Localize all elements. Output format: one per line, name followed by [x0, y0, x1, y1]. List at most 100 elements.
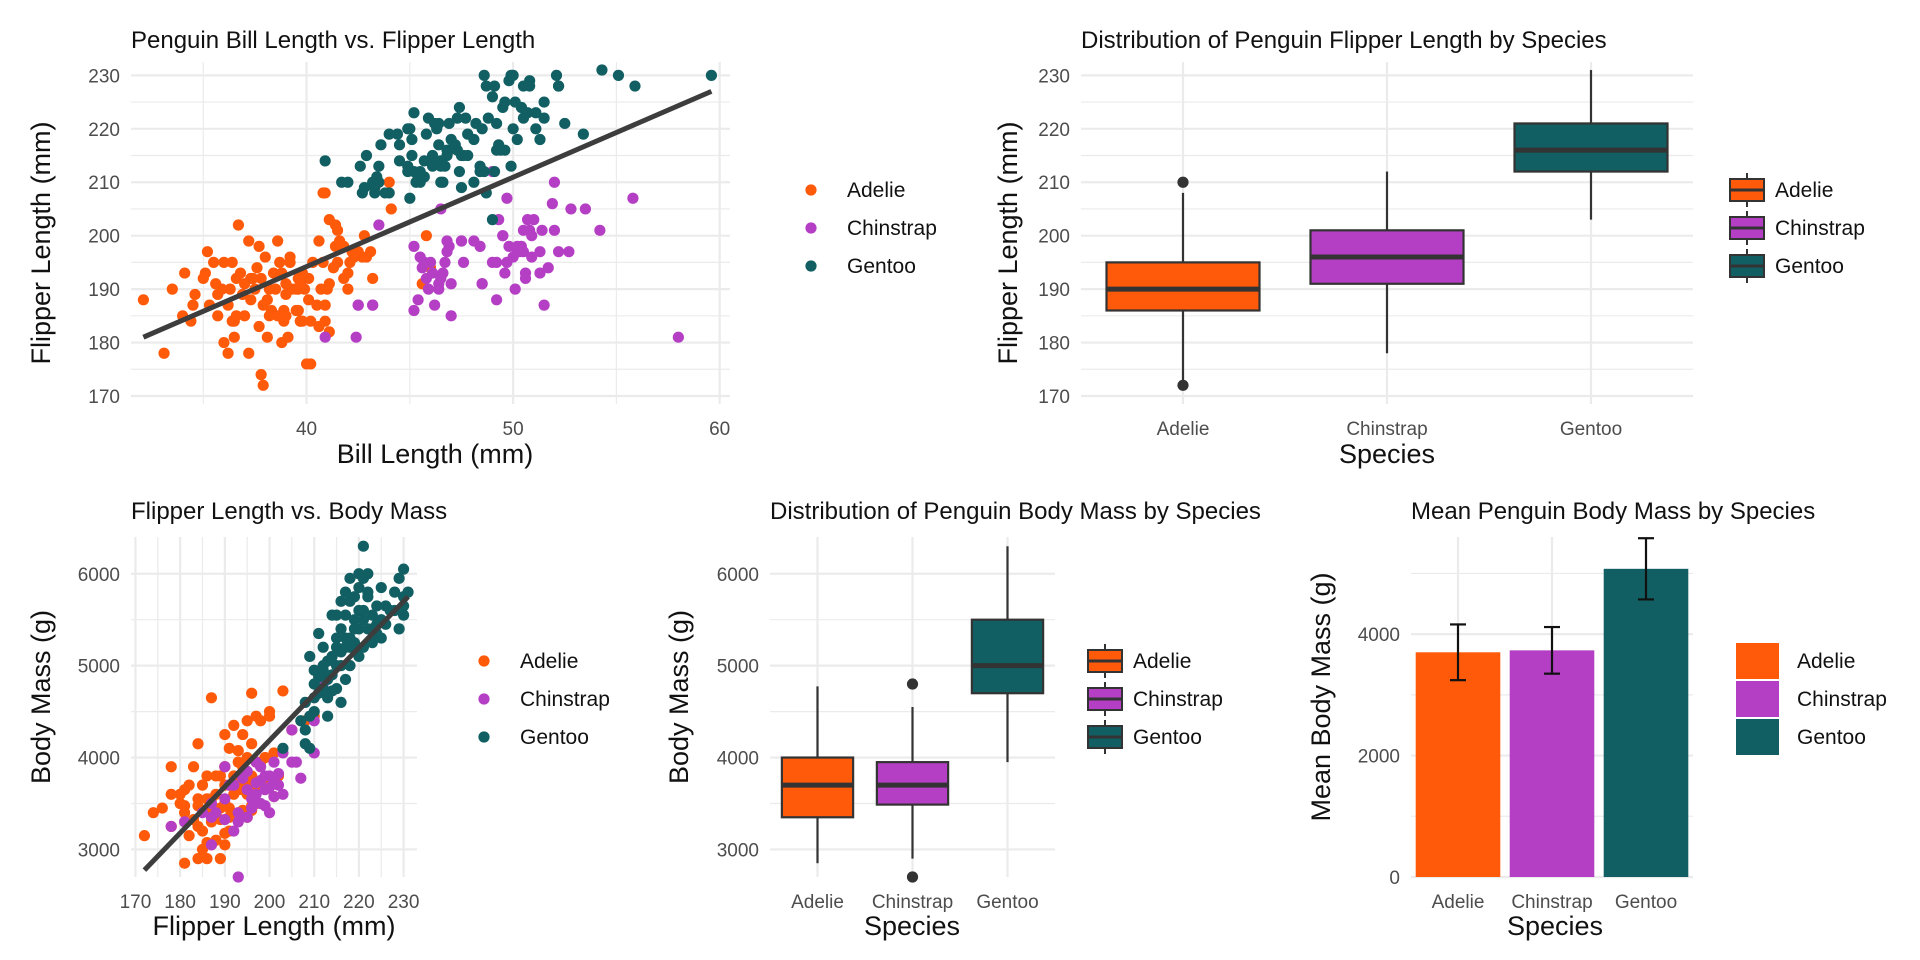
bar-gentoo	[1603, 568, 1689, 877]
data-point-adelie	[222, 347, 234, 359]
data-point-adelie	[156, 802, 168, 814]
x-tick-label: 220	[343, 892, 375, 913]
y-tick-label: 230	[88, 66, 120, 87]
legend-label: Chinstrap	[847, 217, 937, 240]
data-point-gentoo	[406, 133, 418, 146]
y-tick-label: 4000	[1358, 625, 1400, 646]
x-tick-label: Adelie	[1157, 419, 1210, 440]
data-point-adelie	[196, 779, 209, 791]
data-point-adelie	[201, 246, 214, 258]
data-point-gentoo	[577, 128, 589, 140]
data-point-adelie	[253, 320, 265, 333]
data-point-adelie	[219, 827, 231, 839]
data-point-chinstrap	[511, 246, 523, 258]
data-point-adelie	[305, 315, 317, 327]
data-point-chinstrap	[254, 761, 267, 773]
data-point-gentoo	[482, 112, 494, 124]
data-point-adelie	[147, 807, 159, 819]
data-point-adelie	[243, 235, 255, 247]
data-point-adelie	[269, 283, 282, 295]
data-point-gentoo	[453, 165, 466, 178]
data-point-adelie	[367, 272, 379, 285]
panel-title: Distribution of Penguin Flipper Length b…	[1081, 27, 1607, 54]
data-point-gentoo	[277, 742, 289, 754]
panel-title: Penguin Bill Length vs. Flipper Length	[131, 27, 535, 54]
data-point-adelie	[201, 853, 213, 865]
x-tick-label: 190	[209, 892, 241, 913]
y-tick-label: 4000	[78, 749, 120, 770]
data-point-adelie	[254, 715, 267, 727]
trend-line	[142, 594, 410, 872]
data-point-chinstrap	[232, 871, 244, 883]
data-point-gentoo	[375, 632, 387, 644]
y-tick-label: 220	[1038, 120, 1070, 141]
data-point-adelie	[165, 761, 177, 773]
panel-flipper-vs-mass: Flipper Length vs. Body Mass 3000 4000 500…	[26, 498, 610, 941]
data-point-adelie	[245, 294, 257, 306]
data-point-gentoo	[435, 155, 447, 167]
outlier-point	[1177, 176, 1189, 188]
x-tick-label: 40	[296, 419, 317, 440]
data-point-adelie	[278, 304, 290, 317]
data-point-adelie	[212, 310, 224, 322]
data-point-chinstrap	[241, 784, 253, 796]
data-point-chinstrap	[579, 203, 592, 215]
data-point-adelie	[246, 738, 258, 750]
data-point-gentoo	[348, 614, 361, 626]
data-point-gentoo	[335, 696, 347, 709]
data-point-gentoo	[488, 80, 501, 92]
y-axis-label: Flipper Length (mm)	[993, 121, 1023, 364]
data-point-adelie	[138, 830, 151, 842]
x-axis-label: Species	[864, 911, 960, 941]
data-point-gentoo	[437, 176, 449, 188]
data-point-gentoo	[505, 69, 517, 81]
x-axis-label: Flipper Length (mm)	[152, 911, 395, 941]
x-tick-label: 170	[120, 892, 152, 913]
panel-title: Mean Penguin Body Mass by Species	[1411, 498, 1815, 525]
data-point-chinstrap	[350, 331, 362, 343]
data-point-adelie	[230, 310, 242, 322]
data-point-adelie	[214, 853, 226, 865]
data-point-gentoo	[362, 591, 374, 603]
legend-key-gentoo	[805, 260, 817, 272]
data-point-gentoo	[339, 586, 352, 598]
data-point-gentoo	[443, 117, 455, 130]
data-point-adelie	[383, 176, 395, 188]
y-tick-label: 180	[88, 334, 120, 355]
data-point-adelie	[294, 315, 306, 327]
data-point-chinstrap	[474, 240, 486, 252]
data-point-adelie	[259, 251, 271, 263]
data-point-gentoo	[357, 614, 369, 626]
data-point-chinstrap	[455, 235, 468, 247]
data-point-gentoo	[375, 581, 387, 594]
data-point-adelie	[218, 256, 230, 268]
data-point-gentoo	[317, 641, 329, 653]
y-tick-label: 5000	[78, 657, 120, 678]
x-axis-label: Bill Length (mm)	[337, 439, 534, 469]
data-point-gentoo	[342, 176, 354, 188]
data-point-chinstrap	[497, 230, 509, 242]
data-point-adelie	[385, 203, 397, 215]
data-point-adelie	[234, 267, 247, 279]
data-point-adelie	[228, 331, 240, 343]
data-point-adelie	[237, 728, 249, 741]
data-point-gentoo	[373, 176, 385, 188]
data-point-gentoo	[402, 123, 414, 135]
y-tick-label: 210	[1038, 173, 1070, 194]
legend-key-gentoo	[1736, 719, 1779, 755]
data-point-chinstrap	[219, 761, 231, 773]
data-point-gentoo	[397, 563, 410, 575]
data-point-chinstrap	[352, 299, 364, 311]
x-tick-label: Adelie	[1432, 892, 1485, 913]
data-point-chinstrap	[441, 246, 453, 258]
box-gentoo	[1513, 122, 1669, 173]
data-point-gentoo	[511, 133, 523, 146]
data-point-gentoo	[354, 160, 366, 172]
y-tick-label: 200	[88, 227, 120, 248]
data-point-gentoo	[339, 632, 352, 644]
data-point-gentoo	[295, 715, 307, 727]
data-point-gentoo	[373, 160, 385, 172]
data-point-gentoo	[420, 128, 432, 140]
x-tick-label: Gentoo	[976, 892, 1038, 913]
data-point-chinstrap	[268, 790, 280, 803]
